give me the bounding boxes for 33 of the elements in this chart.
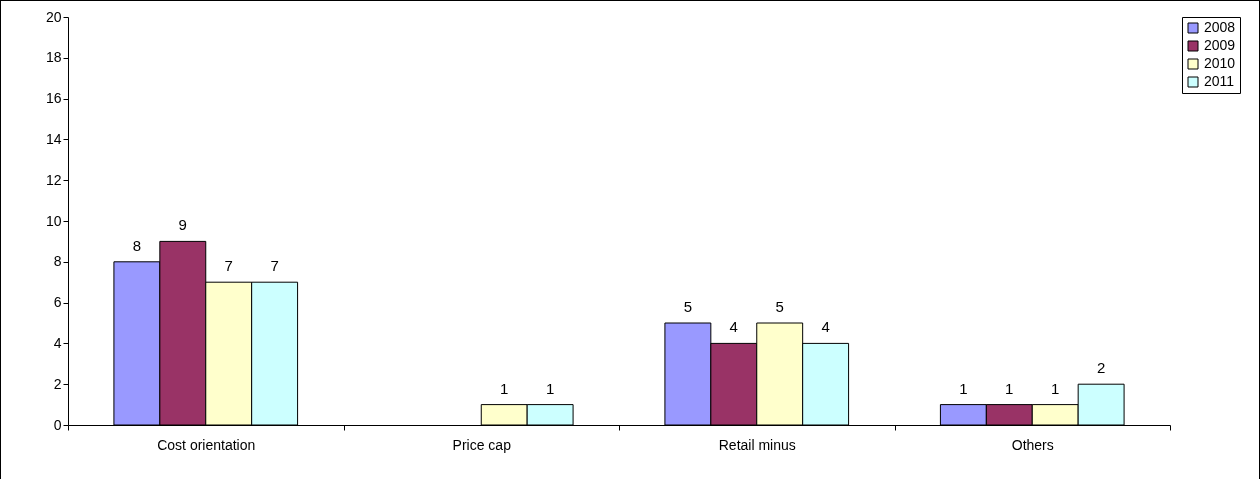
y-tick-label: 18	[45, 49, 62, 66]
data-label: 4	[821, 318, 830, 336]
x-tick-label: Others	[1011, 436, 1054, 453]
data-label: 8	[132, 236, 142, 254]
y-tick-label: 20	[45, 8, 62, 25]
y-tick-label: 14	[45, 130, 62, 147]
legend-label: 2008	[1204, 19, 1236, 35]
y-tick-label: 4	[53, 334, 62, 351]
y-tick-label: 6	[53, 294, 62, 311]
data-label: 1	[1051, 379, 1060, 397]
data-label: 5	[683, 298, 693, 315]
x-tick-label: Retail minus	[718, 436, 796, 453]
data-label: 7	[224, 257, 233, 275]
y-tick-label: 0	[53, 416, 62, 433]
data-label: 1	[500, 379, 509, 397]
y-tick-label: 2	[53, 375, 62, 392]
data-label: 1	[545, 379, 555, 397]
x-tick-label: Cost orientation	[157, 436, 256, 453]
data-label: 5	[775, 298, 784, 315]
data-label: 1	[959, 379, 968, 397]
legend-label: 2011	[1204, 73, 1235, 89]
y-tick-label: 12	[45, 171, 62, 188]
y-tick-label: 10	[45, 212, 62, 229]
legend-label: 2009	[1204, 37, 1236, 53]
x-tick-label: Price cap	[452, 436, 512, 453]
data-label: 2	[1096, 359, 1106, 377]
data-label: 7	[270, 257, 279, 275]
legend-label: 2010	[1204, 55, 1236, 71]
data-label: 9	[178, 216, 187, 234]
y-tick-label: 8	[53, 253, 62, 270]
y-tick-label: 16	[45, 90, 62, 107]
data-label: 4	[729, 318, 738, 336]
data-label: 1	[1005, 379, 1014, 397]
